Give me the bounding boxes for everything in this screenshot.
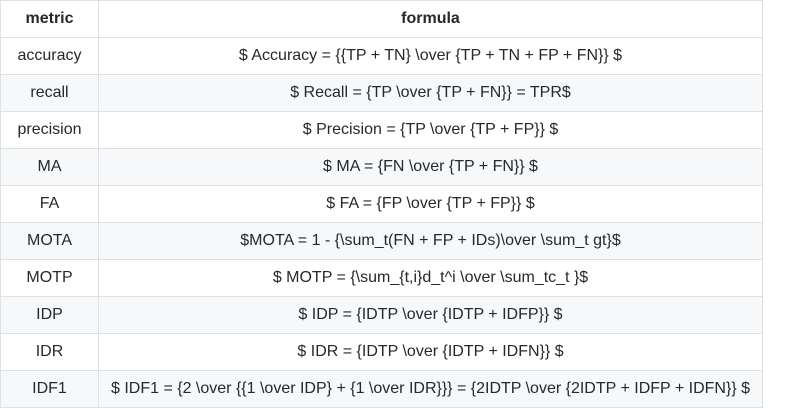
table-row: IDR $ IDR = {IDTP \over {IDTP + IDFN}} $ (0, 333, 763, 371)
formula-cell: $MOTA = 1 - {\sum_t(FN + FP + IDs)\over … (98, 222, 763, 260)
table-header-row: metric formula (0, 0, 763, 38)
formula-cell: $ MA = {FN \over {TP + FN}} $ (98, 148, 763, 186)
metric-cell: IDF1 (0, 370, 99, 408)
formula-cell: $ IDR = {IDTP \over {IDTP + IDFN}} $ (98, 333, 763, 371)
table-row: MA $ MA = {FN \over {TP + FN}} $ (0, 148, 763, 186)
table-row: IDF1 $ IDF1 = {2 \over {{1 \over IDP} + … (0, 370, 763, 408)
metric-cell: recall (0, 74, 99, 112)
metric-cell: MOTA (0, 222, 99, 260)
formula-cell: $ Accuracy = {{TP + TN} \over {TP + TN +… (98, 37, 763, 75)
metric-cell: precision (0, 111, 99, 149)
table-row: MOTA $MOTA = 1 - {\sum_t(FN + FP + IDs)\… (0, 222, 763, 260)
table-row: accuracy $ Accuracy = {{TP + TN} \over {… (0, 37, 763, 75)
formula-cell: $ IDP = {IDTP \over {IDTP + IDFP}} $ (98, 296, 763, 334)
formula-cell: $ MOTP = {\sum_{t,i}d_t^i \over \sum_tc_… (98, 259, 763, 297)
formula-cell: $ Recall = {TP \over {TP + FN}} = TPR$ (98, 74, 763, 112)
header-formula: formula (98, 0, 763, 38)
metric-cell: MOTP (0, 259, 99, 297)
metric-cell: IDR (0, 333, 99, 371)
table-row: recall $ Recall = {TP \over {TP + FN}} =… (0, 74, 763, 112)
header-metric: metric (0, 0, 99, 38)
table-row: precision $ Precision = {TP \over {TP + … (0, 111, 763, 149)
metric-cell: accuracy (0, 37, 99, 75)
metric-cell: MA (0, 148, 99, 186)
metric-cell: FA (0, 185, 99, 223)
metrics-table: metric formula accuracy $ Accuracy = {{T… (0, 0, 763, 408)
table-row: FA $ FA = {FP \over {TP + FP}} $ (0, 185, 763, 223)
metric-cell: IDP (0, 296, 99, 334)
table-row: MOTP $ MOTP = {\sum_{t,i}d_t^i \over \su… (0, 259, 763, 297)
formula-cell: $ Precision = {TP \over {TP + FP}} $ (98, 111, 763, 149)
table-row: IDP $ IDP = {IDTP \over {IDTP + IDFP}} $ (0, 296, 763, 334)
formula-cell: $ IDF1 = {2 \over {{1 \over IDP} + {1 \o… (98, 370, 763, 408)
formula-cell: $ FA = {FP \over {TP + FP}} $ (98, 185, 763, 223)
